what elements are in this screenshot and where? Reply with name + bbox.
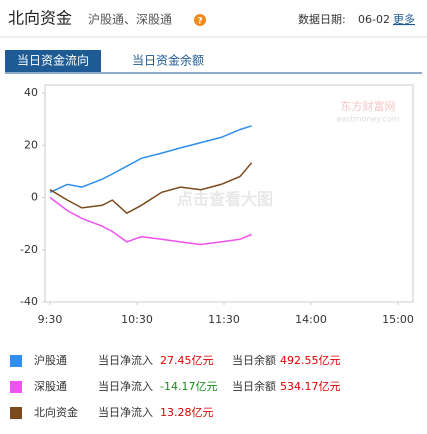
plot-frame (44, 84, 414, 303)
date-label: 数据日期: (298, 12, 346, 26)
x-tick-label: 14:00 (295, 313, 327, 326)
net-value: 27.45亿元 (160, 354, 214, 367)
tab-active[interactable] (5, 50, 101, 72)
legend-swatch (10, 381, 22, 393)
net-label: 当日净流入 (98, 405, 153, 419)
series-line (49, 196, 252, 246)
plot: 40 20 0 -20 -409:30 10:30 11:30 14:00 15:00 (20, 84, 414, 326)
links[interactable]: 沪股通、深股通 (88, 13, 172, 27)
watermark: 东方财富网 (341, 99, 396, 113)
net-value: -14.17亿元 (160, 380, 217, 393)
y-tick-label: 40 (24, 86, 38, 99)
x-tick-label: 15:00 (382, 313, 414, 326)
x-tick-label: 9:30 (38, 313, 63, 326)
series-line (49, 162, 253, 215)
x-tick-label: 10:30 (121, 313, 153, 326)
legend-swatch (10, 407, 22, 419)
y-tick-label: 20 (24, 138, 38, 151)
balance-value: 534.17亿元 (280, 380, 341, 393)
help-icon[interactable] (194, 14, 206, 26)
net-label: 当日净流入 (98, 379, 153, 393)
y-tick-label: -20 (20, 243, 38, 256)
net-value: 13.28亿元 (160, 406, 214, 419)
y-tick-label: -40 (20, 295, 38, 308)
net-label: 当日净流入 (98, 353, 153, 367)
legend-name: 沪股通 (34, 353, 67, 367)
help-mark: ? (197, 17, 202, 27)
title: 北向资金 (8, 9, 72, 28)
balance-label: 当日余额 (232, 353, 276, 367)
x-tick-label: 11:30 (208, 313, 240, 326)
balance-label: 当日余额 (232, 379, 276, 393)
watermark: eastmoney.com (336, 115, 399, 124)
tab-label[interactable]: 当日资金余额 (132, 53, 204, 68)
legend-name: 深股通 (34, 380, 67, 393)
y-tick-label: 0 (31, 191, 38, 204)
date: 06-02 (358, 13, 390, 26)
more-link[interactable]: 更多 (393, 12, 415, 26)
legend-name: 北向资金 (34, 405, 78, 419)
watermark[interactable]: 点击查看大图 (177, 190, 273, 209)
series-line (49, 125, 252, 193)
balance-value: 492.55亿元 (280, 354, 341, 367)
legend-swatch (10, 355, 22, 367)
tab-label[interactable]: 当日资金流向 (17, 53, 89, 68)
